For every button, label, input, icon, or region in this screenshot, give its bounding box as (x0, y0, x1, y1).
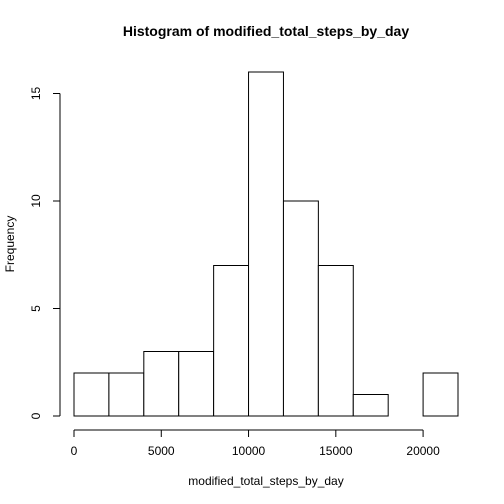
x-tick-label-0: 0 (71, 444, 78, 458)
histogram-bar-4 (213, 265, 250, 417)
histogram-bar-6 (282, 200, 319, 417)
y-axis-label: Frequency (3, 216, 17, 273)
x-tick-label-4: 20000 (406, 444, 440, 458)
histogram-bar-3 (178, 351, 215, 417)
bars-group (73, 71, 459, 417)
x-tick-label-2: 10000 (232, 444, 266, 458)
x-axis-label: modified_total_steps_by_day (188, 474, 343, 488)
histogram-bar-0 (73, 372, 110, 417)
histogram-bar-8 (352, 394, 389, 417)
x-tick-label-3: 15000 (319, 444, 353, 458)
x-axis: 0 5000 10000 15000 20000 (71, 429, 440, 458)
y-tick-label-0: 0 (29, 412, 43, 419)
y-tick-label-3: 15 (29, 87, 43, 101)
y-tick-label-1: 5 (29, 305, 43, 312)
chart-title: Histogram of modified_total_steps_by_day (123, 23, 410, 39)
histogram-bar-2 (143, 351, 180, 417)
y-axis: 0 5 10 15 (29, 87, 61, 419)
histogram-bar-1 (108, 372, 145, 417)
histogram-bar-10 (422, 372, 459, 417)
x-tick-label-1: 5000 (148, 444, 175, 458)
histogram-bar-5 (248, 71, 284, 417)
histogram-bar-7 (317, 265, 354, 417)
y-tick-label-2: 10 (29, 194, 43, 208)
